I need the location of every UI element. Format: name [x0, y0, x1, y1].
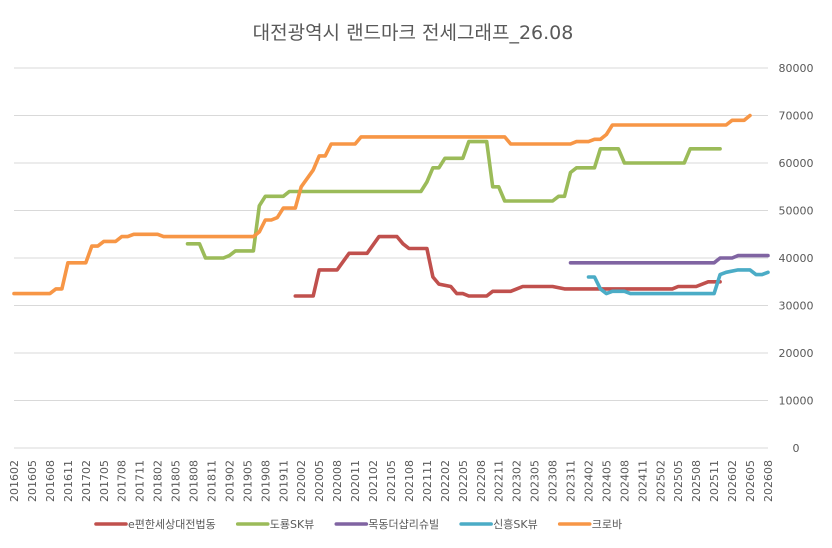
x-tick-label: 201805 [170, 460, 183, 502]
x-tick-label: 202402 [582, 460, 595, 502]
x-tick-label: 202008 [331, 460, 344, 502]
x-tick-label: 201808 [188, 460, 201, 502]
x-tick-label: 201711 [134, 460, 147, 502]
x-tick-label: 202605 [744, 460, 757, 502]
x-tick-label: 201702 [80, 460, 93, 502]
x-tick-label: 202105 [385, 460, 398, 502]
legend-label: 신흥SK뷰 [493, 517, 538, 531]
x-tick-label: 202608 [762, 460, 775, 502]
x-tick-label: 202305 [529, 460, 542, 502]
x-tick-label: 201605 [26, 460, 39, 502]
series-lines [12, 113, 770, 298]
legend-item: e편한세상대전법동 [94, 518, 216, 531]
x-tick-label: 202202 [439, 460, 452, 502]
x-axis-ticks: 201602 201605 201608 201611 201702 201705 2017… [8, 460, 775, 502]
y-axis-ticks: 0 10000 20000 30000 40000 50000 60000 70000 8000… [779, 62, 814, 455]
x-tick-label: 202302 [511, 460, 524, 502]
chart-title: 대전광역시 랜드마크 전세그래프_26.08 [253, 22, 574, 44]
gridlines [14, 67, 768, 449]
x-tick-label: 201608 [44, 460, 57, 502]
x-tick-label: 201705 [98, 460, 111, 502]
x-tick-label: 202002 [295, 460, 308, 502]
legend-label: 크로바 [592, 518, 622, 531]
x-tick-label: 202408 [618, 460, 631, 502]
x-tick-label: 202505 [672, 460, 685, 502]
x-tick-label: 202208 [475, 460, 488, 502]
y-tick-label: 60000 [779, 157, 814, 170]
series-line [185, 139, 722, 260]
legend-item: 신흥SK뷰 [459, 517, 538, 531]
legend-label: 목동더샵리슈빌 [368, 518, 439, 531]
series-line [568, 253, 770, 265]
legend-item: 도룡SK뷰 [235, 518, 315, 531]
y-tick-label: 70000 [779, 110, 814, 123]
y-tick-label: 80000 [779, 62, 814, 75]
y-tick-label: 30000 [779, 300, 814, 313]
x-tick-label: 202102 [367, 460, 380, 502]
x-tick-label: 202511 [708, 460, 721, 502]
x-tick-label: 202502 [654, 460, 667, 502]
x-tick-label: 202311 [565, 460, 578, 502]
x-tick-label: 202111 [421, 460, 434, 502]
x-tick-label: 202005 [313, 460, 326, 502]
x-tick-label: 201802 [152, 460, 165, 502]
legend-item: 목동더샵리슈빌 [334, 518, 439, 531]
legend: e편한세상대전법동 도룡SK뷰 목동더샵리슈빌 신흥SK뷰 크로바 [94, 517, 622, 531]
x-tick-label: 202108 [403, 460, 416, 502]
x-tick-label: 202308 [547, 460, 560, 502]
legend-label: e편한세상대전법동 [128, 518, 216, 531]
x-tick-label: 201908 [259, 460, 272, 502]
x-tick-label: 202211 [493, 460, 506, 502]
x-tick-label: 201911 [277, 460, 290, 502]
x-tick-label: 201708 [116, 460, 129, 502]
y-tick-label: 20000 [779, 347, 814, 360]
series-line [586, 268, 770, 296]
x-tick-label: 202405 [600, 460, 613, 502]
x-tick-label: 202011 [349, 460, 362, 502]
x-tick-label: 201902 [223, 460, 236, 502]
x-tick-label: 202602 [726, 460, 739, 502]
x-tick-label: 202411 [636, 460, 649, 502]
y-tick-label: 40000 [779, 252, 814, 265]
series-line [293, 234, 722, 298]
x-tick-label: 201611 [62, 460, 75, 502]
legend-label: 도룡SK뷰 [270, 518, 315, 531]
legend-item: 크로바 [557, 518, 622, 531]
x-tick-label: 202205 [457, 460, 470, 502]
x-tick-label: 201811 [205, 460, 218, 502]
x-tick-label: 201602 [8, 460, 21, 502]
x-tick-label: 202508 [690, 460, 703, 502]
series-line [12, 113, 752, 296]
y-tick-label: 0 [793, 442, 800, 455]
y-tick-label: 50000 [779, 205, 814, 218]
y-tick-label: 10000 [779, 395, 814, 408]
x-tick-label: 201905 [241, 460, 254, 502]
